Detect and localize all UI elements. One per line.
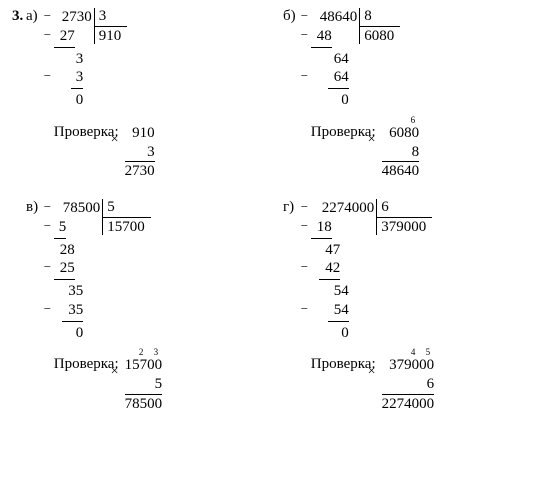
quotient-c: 15700 [102, 218, 151, 236]
dividend-b: 48640 [320, 9, 358, 25]
column-right: б) 48640 48 6464 0 8 6080 [283, 8, 540, 432]
divisor-d: 6 [376, 199, 432, 218]
times-sign: × [368, 132, 376, 148]
quotient-b: 6080 [359, 27, 400, 45]
dividend-d: 2274000 [322, 200, 375, 216]
check-b: Проверка: × 6080848640 6 [311, 124, 419, 181]
times-sign: × [111, 132, 119, 148]
check-a: Проверка: × 91032730 [54, 124, 155, 181]
divisor-a: 3 [94, 8, 128, 27]
problem-c: в) 78500 5 2825 3535 0 5 15700 [26, 199, 275, 414]
division-a: 2730 27 33 0 3 910 [54, 8, 155, 110]
problem-b: б) 48640 48 6464 0 8 6080 [283, 8, 532, 181]
check-c: Проверка: × 15700578500 2 3 [54, 356, 162, 413]
quotient-d: 379000 [376, 218, 432, 236]
divisor-c: 5 [102, 199, 151, 218]
times-sign: × [368, 364, 376, 380]
divisor-b: 8 [359, 8, 400, 27]
dividend-c: 78500 [63, 200, 101, 216]
problem-a: а) 2730 27 33 0 3 910 П [26, 8, 275, 181]
division-b: 48640 48 6464 0 8 6080 [311, 8, 419, 110]
division-d: 2274000 18 4742 5454 0 6 379000 [311, 199, 434, 342]
check-d: Проверка: × 37900062274000 4 5 [311, 356, 434, 413]
division-c: 78500 5 2825 3535 0 5 15700 [54, 199, 162, 342]
column-left: а) 2730 27 33 0 3 910 П [26, 8, 283, 432]
problem-number: 3. [12, 8, 26, 432]
times-sign: × [111, 364, 119, 380]
quotient-a: 910 [94, 27, 128, 45]
problem-d: г) 2274000 18 4742 5454 0 6 379000 [283, 199, 532, 414]
dividend-a: 2730 [62, 9, 92, 25]
